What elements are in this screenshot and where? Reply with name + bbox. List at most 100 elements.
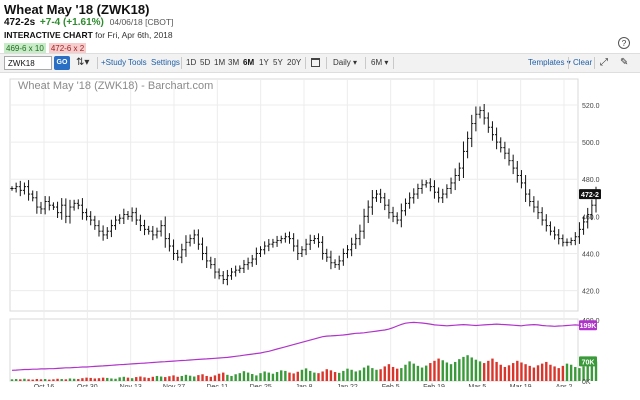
- toolbar-divider: [305, 57, 306, 69]
- volume-bar: [52, 379, 55, 381]
- volume-bar: [304, 368, 308, 381]
- settings-button[interactable]: Settings: [151, 58, 180, 67]
- volume-bar: [230, 375, 233, 381]
- x-tick-label: Oct 30: [77, 384, 98, 387]
- expand-icon[interactable]: ⤢: [600, 57, 608, 68]
- volume-bar: [590, 362, 594, 381]
- volume-bar: [288, 372, 291, 381]
- volume-bar: [470, 357, 473, 381]
- volume-bar: [122, 376, 126, 381]
- volume-bar: [511, 363, 515, 381]
- templates-select[interactable]: Templates ▾: [528, 54, 571, 72]
- period-value: 6M: [371, 58, 383, 67]
- clear-button[interactable]: Clear: [573, 58, 593, 67]
- volume-bar: [420, 367, 424, 381]
- tools-button[interactable]: Tools: [128, 58, 147, 67]
- calendar-icon[interactable]: [311, 58, 320, 67]
- volume-bar: [565, 363, 569, 381]
- study-button[interactable]: +Study: [101, 58, 127, 67]
- go-button[interactable]: GO: [54, 56, 70, 70]
- volume-bar: [516, 360, 519, 381]
- indicator-value-box: [579, 356, 597, 367]
- volume-bar: [441, 360, 444, 381]
- volume-bar: [408, 361, 411, 381]
- volume-bar: [143, 377, 146, 381]
- volume-bar: [130, 378, 134, 381]
- volume-bar: [35, 379, 39, 381]
- volume-bar: [14, 379, 18, 381]
- range-20y[interactable]: 20Y: [287, 58, 302, 67]
- bid-badge: 469-6 x 10: [4, 43, 46, 54]
- volume-bar: [292, 373, 295, 381]
- volume-bar: [255, 375, 258, 381]
- volume-bar: [27, 379, 30, 381]
- frequency-value: Daily: [333, 58, 351, 67]
- range-5y[interactable]: 5Y: [273, 58, 283, 67]
- x-tick-label: Oct 16: [34, 384, 55, 387]
- indicator-value-box: [579, 320, 597, 331]
- quote-timestamp: 04/06/18 [CBOT]: [109, 17, 174, 27]
- range-3m[interactable]: 3M: [228, 58, 240, 67]
- volume-bar: [424, 365, 428, 381]
- y-tick-label: 420.0: [582, 289, 600, 296]
- indicator-value-label: 70K: [582, 359, 595, 366]
- volume-bar: [19, 379, 22, 381]
- volume-bar: [371, 368, 374, 381]
- volume-bar: [246, 372, 250, 381]
- pencil-icon[interactable]: ✎: [620, 57, 629, 68]
- volume-bar: [416, 365, 420, 381]
- volume-bar: [284, 370, 287, 381]
- symbol-input[interactable]: [4, 56, 52, 70]
- volume-bar: [412, 363, 415, 381]
- volume-bar: [176, 376, 179, 381]
- volume-bar: [400, 368, 403, 381]
- volume-bar: [429, 363, 432, 381]
- volume-bar: [333, 372, 337, 381]
- toolbar-divider: [181, 57, 182, 69]
- volume-bar: [449, 364, 453, 381]
- volume-bar: [197, 375, 200, 381]
- range-5d[interactable]: 5D: [200, 58, 211, 67]
- volume-bar: [180, 375, 184, 381]
- compare-icon[interactable]: ⇅▾: [76, 57, 90, 68]
- toolbar-divider: [365, 57, 366, 69]
- indicator-tick-label: 0K: [582, 379, 591, 386]
- volume-bar: [466, 355, 469, 381]
- volume-bar: [362, 367, 366, 381]
- x-tick-label: Mar 5: [468, 384, 486, 387]
- volume-bar: [507, 365, 511, 381]
- chart-title: Wheat May '18 (ZWK18) - Barchart.com: [18, 80, 214, 92]
- volume-bar: [329, 370, 333, 381]
- volume-bar: [267, 372, 270, 381]
- volume-bar: [561, 365, 565, 381]
- x-tick-label: Apr 2: [556, 384, 573, 387]
- volume-bar: [313, 372, 316, 381]
- volume-bar: [321, 371, 324, 381]
- quote-line: 472-2s +7-4 (+1.61%) 04/06/18 [CBOT]: [4, 17, 173, 28]
- volume-bar: [114, 378, 117, 381]
- volume-bar: [395, 368, 399, 381]
- period-select[interactable]: 6M ▾: [371, 54, 388, 72]
- range-1d[interactable]: 1D: [186, 58, 197, 67]
- price-chart[interactable]: Oct 16 Oct 30 Nov 13 Nov 27 Dec 11 Dec 25 Jan …: [8, 75, 608, 387]
- volume-bar: [31, 379, 34, 381]
- range-1m[interactable]: 1M: [214, 58, 226, 67]
- volume-bar: [193, 376, 196, 381]
- volume-bar: [540, 363, 544, 381]
- volume-bar: [85, 377, 88, 381]
- question-circle-icon[interactable]: ?: [618, 37, 630, 49]
- subtitle-bold: INTERACTIVE CHART: [4, 30, 93, 40]
- volume-bar: [379, 369, 382, 381]
- volume-bar: [354, 371, 357, 381]
- range-1y[interactable]: 1Y: [259, 58, 269, 67]
- toolbar-divider: [393, 57, 394, 69]
- frequency-select[interactable]: Daily ▾: [333, 54, 357, 72]
- y-tick-label: 480.0: [582, 177, 600, 184]
- range-6m[interactable]: 6M: [243, 58, 255, 67]
- volume-bar: [234, 374, 237, 381]
- volume-bar: [222, 372, 225, 381]
- volume-bar: [445, 362, 449, 381]
- x-tick-label: Jan 8: [295, 384, 312, 387]
- volume-bar: [147, 377, 150, 381]
- volume-bar: [366, 365, 370, 381]
